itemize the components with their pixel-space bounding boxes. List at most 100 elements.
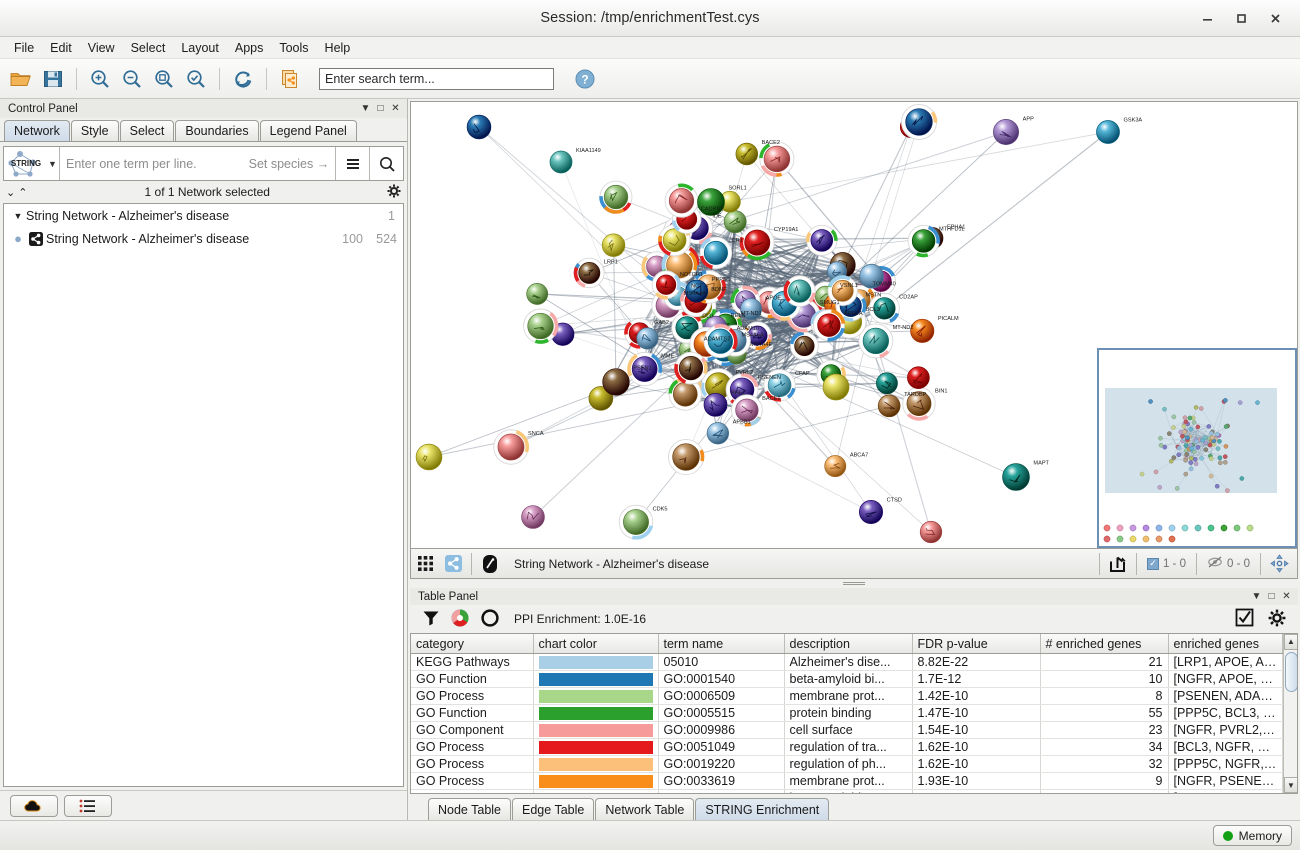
node-sphere[interactable]: [697, 188, 725, 216]
gear-icon[interactable]: [1268, 609, 1286, 630]
close-button[interactable]: [1258, 3, 1292, 33]
node-sphere[interactable]: [662, 228, 687, 252]
scroll-track[interactable]: [1283, 649, 1297, 777]
node-sphere[interactable]: [602, 368, 630, 396]
panel-float-icon[interactable]: □: [377, 103, 384, 114]
tab-edge-table[interactable]: Edge Table: [512, 798, 595, 820]
network-node[interactable]: [876, 372, 898, 395]
birds-eye-viewport-rect[interactable]: [1105, 388, 1277, 493]
search-input[interactable]: Enter search term...: [319, 67, 554, 90]
column-header-chart-color[interactable]: chart color: [533, 633, 659, 655]
save-icon[interactable]: [38, 64, 68, 94]
hamburger-icon[interactable]: [336, 147, 369, 180]
zoom-fit-icon[interactable]: [149, 64, 179, 94]
minimize-button[interactable]: [1190, 3, 1224, 33]
network-node[interactable]: [668, 377, 702, 411]
network-node[interactable]: [618, 504, 654, 540]
zoom-in-icon[interactable]: [85, 64, 115, 94]
network-node[interactable]: [919, 520, 943, 544]
node-sphere[interactable]: [588, 386, 614, 411]
node-sphere[interactable]: [526, 283, 549, 305]
network-node[interactable]: [740, 298, 762, 320]
menu-apps[interactable]: Apps: [234, 40, 264, 55]
network-node[interactable]: [699, 236, 733, 270]
network-node[interactable]: [602, 368, 630, 396]
network-node[interactable]: [526, 283, 549, 305]
network-node[interactable]: [599, 180, 633, 214]
network-node[interactable]: [759, 141, 795, 177]
node-sphere[interactable]: [906, 391, 932, 417]
node-sphere[interactable]: [859, 263, 884, 289]
menu-layout[interactable]: Layout: [181, 40, 219, 55]
network-node[interactable]: [859, 263, 884, 289]
network-node[interactable]: [907, 366, 930, 389]
donut-chart-icon[interactable]: [480, 608, 500, 631]
network-node[interactable]: [703, 392, 728, 417]
node-sphere[interactable]: [993, 119, 1019, 145]
node-sphere[interactable]: [623, 509, 649, 535]
table-row[interactable]: GO Function GO:0005515 protein binding 1.47…: [411, 704, 1283, 723]
network-nodes[interactable]: [415, 104, 1120, 544]
network-node[interactable]: [1002, 463, 1030, 491]
network-node[interactable]: [822, 373, 850, 401]
network-node[interactable]: [671, 311, 703, 344]
cloud-button[interactable]: [10, 794, 58, 817]
network-node[interactable]: [415, 443, 443, 471]
network-node[interactable]: [706, 422, 730, 445]
fit-content-icon[interactable]: [1265, 552, 1293, 576]
open-file-icon[interactable]: [6, 64, 36, 94]
node-sphere[interactable]: [723, 210, 747, 234]
tab-node-table[interactable]: Node Table: [428, 798, 512, 820]
network-node[interactable]: [901, 104, 938, 140]
node-sphere[interactable]: [415, 443, 443, 471]
search-icon[interactable]: [370, 147, 403, 180]
network-node[interactable]: [549, 150, 573, 174]
table-row[interactable]: GO Process GO:0050435beta-amyloid m...2.0…: [411, 789, 1283, 793]
node-sphere[interactable]: [466, 114, 492, 140]
table-dropdown-icon[interactable]: ▼: [1251, 591, 1262, 603]
network-node[interactable]: [868, 292, 900, 324]
table-row[interactable]: GO Process GO:0019220 regulation of ph... 1…: [411, 755, 1283, 774]
network-tree-item[interactable]: ● String Network - Alzheimer's disease 1…: [4, 227, 403, 250]
node-sphere[interactable]: [672, 381, 698, 407]
tab-select[interactable]: Select: [119, 120, 175, 141]
table-row[interactable]: GO Process GO:0051049 regulation of tra...…: [411, 738, 1283, 757]
node-sphere[interactable]: [706, 422, 730, 445]
node-sphere[interactable]: [763, 145, 791, 173]
network-node[interactable]: [731, 394, 763, 427]
node-sphere[interactable]: [740, 298, 762, 320]
network-node[interactable]: [674, 351, 708, 385]
node-sphere[interactable]: [601, 233, 626, 257]
node-sphere[interactable]: [744, 229, 771, 256]
table-row[interactable]: GO Component GO:0009986 cell surface 1.54E-…: [411, 721, 1283, 740]
node-sphere[interactable]: [910, 318, 935, 343]
scroll-thumb[interactable]: [1284, 651, 1297, 692]
memory-button[interactable]: Memory: [1212, 825, 1292, 846]
network-node[interactable]: [859, 500, 883, 524]
node-sphere[interactable]: [767, 373, 792, 398]
network-node[interactable]: [858, 323, 894, 359]
node-sphere[interactable]: [905, 108, 933, 136]
node-sphere[interactable]: [636, 327, 659, 350]
node-sphere[interactable]: [549, 150, 573, 174]
network-node[interactable]: [805, 224, 838, 256]
tab-string-enrichment[interactable]: STRING Enrichment: [695, 798, 830, 820]
node-sphere[interactable]: [707, 328, 733, 354]
menu-edit[interactable]: Edit: [50, 40, 72, 55]
node-sphere[interactable]: [817, 313, 841, 337]
node-sphere[interactable]: [672, 443, 700, 471]
node-sphere[interactable]: [1002, 463, 1030, 491]
tab-boundaries[interactable]: Boundaries: [175, 120, 259, 141]
network-node[interactable]: [493, 429, 530, 465]
table-row[interactable]: GO Process GO:0033619 membrane prot... 1.93…: [411, 772, 1283, 791]
node-sphere[interactable]: [668, 188, 695, 214]
network-node[interactable]: [697, 188, 725, 216]
scroll-down-icon[interactable]: ▼: [1283, 777, 1297, 793]
column-header-description[interactable]: description: [784, 633, 913, 655]
tab-legend-panel[interactable]: Legend Panel: [259, 120, 357, 141]
node-sphere[interactable]: [675, 316, 699, 340]
network-node[interactable]: [627, 351, 663, 387]
help-icon[interactable]: ?: [570, 64, 600, 94]
hidden-nodes-indicator[interactable]: 0 - 0: [1201, 556, 1256, 571]
table-vertical-scrollbar[interactable]: ▲ ▼: [1282, 633, 1297, 793]
